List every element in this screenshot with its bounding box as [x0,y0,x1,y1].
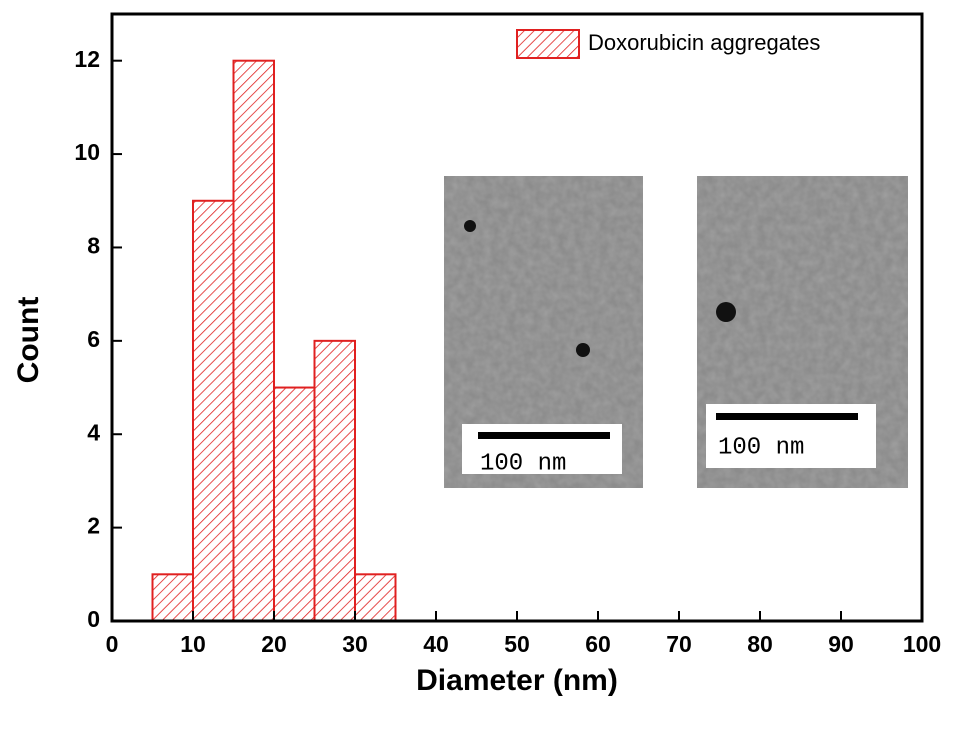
x-tick-label: 80 [747,631,773,657]
chart: 100 nm 100 nm Diameter (nm) Count Doxoru… [0,0,954,727]
y-tick-label: 6 [87,326,100,352]
x-tick-label: 10 [180,631,206,657]
x-tick-label: 0 [106,631,119,657]
x-tick-label: 50 [504,631,530,657]
bar [315,341,356,621]
legend-swatch [517,30,579,58]
bar [274,388,315,621]
scale-label: 100 nm [480,450,566,477]
y-tick-label: 4 [87,419,100,445]
scale-label: 100 nm [718,434,804,461]
x-tick-label: 60 [585,631,611,657]
x-tick-label: 70 [666,631,692,657]
y-axis-label: Count [12,297,45,384]
y-tick-label: 12 [74,46,100,72]
y-tick-label: 10 [74,139,100,165]
inset-1: 100 nm [444,176,643,488]
x-tick-label: 30 [342,631,368,657]
y-tick-label: 8 [87,233,100,259]
y-tick-label: 0 [87,606,100,632]
bar [153,574,194,621]
bar [355,574,396,621]
inset-2: 100 nm [697,176,908,488]
y-tick-label: 2 [87,513,100,539]
x-axis-label: Diameter (nm) [416,664,618,697]
x-tick-label: 40 [423,631,449,657]
bar [234,61,275,621]
x-tick-label: 20 [261,631,287,657]
x-tick-label: 90 [828,631,854,657]
x-tick-label: 100 [903,631,941,657]
bar [193,201,234,621]
legend-label: Doxorubicin aggregates [588,30,820,55]
